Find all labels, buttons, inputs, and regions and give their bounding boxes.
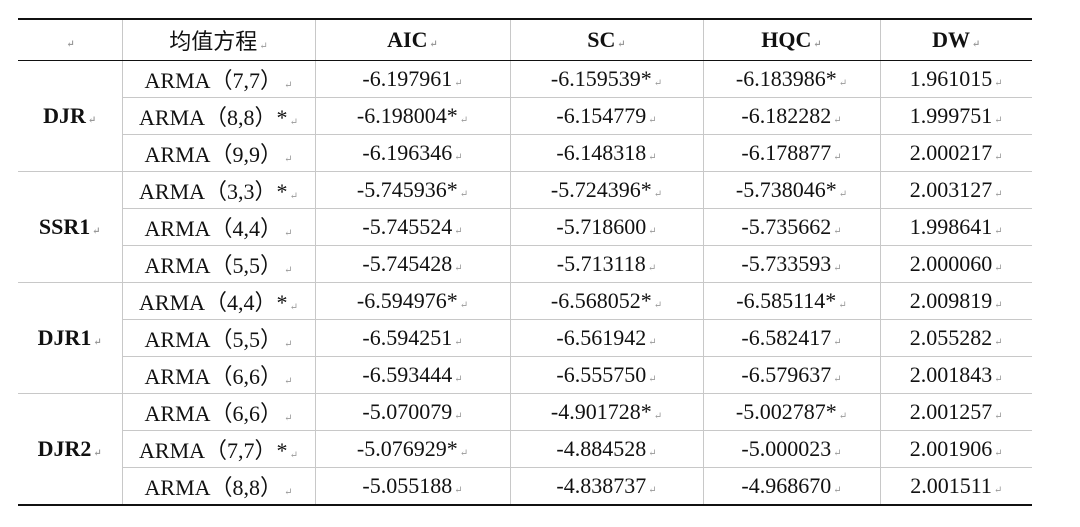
value-cell: -6.594251 — [314, 319, 511, 357]
value-cell: -6.183986* — [702, 60, 881, 98]
value-cell: -5.735662 — [702, 208, 881, 246]
value-cell: -5.718600 — [509, 208, 704, 246]
value-cell: -4.901728* — [509, 393, 704, 431]
table-row: ARMA（7,7）*-5.076929*-4.884528-5.0000232.… — [18, 430, 1032, 468]
table-row: ARMA（4,4）-5.745524-5.718600-5.7356621.99… — [18, 208, 1032, 246]
table-row: DJRARMA（7,7）-6.197961-6.159539*-6.183986… — [18, 60, 1032, 172]
value-cell: 2.055282 — [879, 319, 1032, 357]
table-row: DJR1ARMA（4,4）*-6.594976*-6.568052*-6.585… — [18, 282, 1032, 394]
value-cell: -6.585114* — [702, 282, 881, 320]
group-label: DJR2 — [18, 393, 123, 506]
value-cell: -6.154779 — [509, 97, 704, 135]
value-cell: -5.733593 — [702, 245, 881, 283]
table-row: ARMA（6,6）-6.593444-6.555750-6.5796372.00… — [18, 356, 1032, 394]
value-cell: -6.178877 — [702, 134, 881, 172]
value-cell: 2.001257 — [879, 393, 1032, 431]
group-label: SSR1 — [18, 171, 123, 283]
results-table: 均值方程AICSCHQCDW DJRARMA（7,7）-6.197961-6.1… — [18, 18, 1032, 506]
value-cell: -6.196346 — [314, 134, 511, 172]
value-cell: -5.745428 — [314, 245, 511, 283]
table-row: SSR1ARMA（3,3）*-5.745936*-5.724396*-5.738… — [18, 171, 1032, 283]
value-cell: -5.055188 — [314, 467, 511, 506]
value-cell: -6.159539* — [509, 60, 704, 98]
table-header: 均值方程AICSCHQCDW — [18, 19, 1032, 61]
table-row: ARMA（5,5）-6.594251-6.561942-6.5824172.05… — [18, 319, 1032, 357]
table-row: DJR2ARMA（6,6）-5.070079-4.901728*-5.00278… — [18, 393, 1032, 506]
value-cell: -6.579637 — [702, 356, 881, 394]
model-cell: ARMA（4,4）* — [121, 282, 316, 320]
model-cell: ARMA（8,8） — [122, 467, 316, 506]
model-cell: ARMA（5,5） — [122, 319, 316, 357]
header-row: 均值方程AICSCHQCDW — [18, 19, 1032, 61]
value-cell: 1.961015 — [879, 60, 1032, 98]
value-cell: -5.713118 — [509, 245, 704, 283]
value-cell: 2.001843 — [879, 356, 1032, 394]
value-cell: -5.745524 — [314, 208, 511, 246]
value-cell: 1.999751 — [879, 97, 1032, 135]
value-cell: -5.738046* — [702, 171, 881, 209]
table-row: ARMA（5,5）-5.745428-5.713118-5.7335932.00… — [18, 245, 1032, 283]
value-cell: 2.001511 — [879, 467, 1032, 506]
value-cell: 1.998641 — [879, 208, 1032, 246]
value-cell: 2.001906 — [879, 430, 1032, 468]
value-cell: -6.197961 — [314, 60, 511, 98]
model-cell: ARMA（9,9） — [122, 134, 316, 172]
group-label: DJR — [18, 60, 123, 172]
value-cell: -4.968670 — [702, 467, 881, 506]
value-cell: -5.076929* — [314, 430, 511, 468]
value-cell: 2.003127 — [879, 171, 1032, 209]
value-cell: -6.198004* — [314, 97, 511, 135]
value-cell: -5.002787* — [702, 393, 881, 431]
value-cell: -6.555750 — [509, 356, 704, 394]
value-cell: -5.745936* — [314, 171, 511, 209]
value-cell: 2.000217 — [879, 134, 1032, 172]
value-cell: -6.582417 — [702, 319, 881, 357]
value-cell: -4.884528 — [509, 430, 704, 468]
model-cell: ARMA（7,7） — [121, 60, 316, 98]
value-cell: -6.593444 — [314, 356, 511, 394]
column-header: DW — [879, 19, 1032, 61]
column-header: HQC — [702, 19, 881, 61]
model-cell: ARMA（8,8）* — [122, 97, 316, 135]
column-header: 均值方程 — [121, 19, 316, 61]
table-row: ARMA（9,9）-6.196346-6.148318-6.1788772.00… — [18, 134, 1032, 172]
value-cell: -5.000023 — [702, 430, 881, 468]
value-cell: -6.182282 — [702, 97, 881, 135]
corner-cell — [18, 19, 123, 61]
model-cell: ARMA（3,3）* — [121, 171, 316, 209]
value-cell: 2.000060 — [879, 245, 1032, 283]
value-cell: -6.594976* — [314, 282, 511, 320]
model-cell: ARMA（7,7）* — [122, 430, 316, 468]
value-cell: -6.561942 — [509, 319, 704, 357]
model-cell: ARMA（5,5） — [122, 245, 316, 283]
value-cell: 2.009819 — [879, 282, 1032, 320]
value-cell: -4.838737 — [509, 467, 704, 506]
group-label: DJR1 — [18, 282, 123, 394]
table-row: ARMA（8,8）-5.055188-4.838737-4.9686702.00… — [18, 467, 1032, 506]
table-row: ARMA（8,8）*-6.198004*-6.154779-6.1822821.… — [18, 97, 1032, 135]
model-cell: ARMA（6,6） — [121, 393, 316, 431]
value-cell: -5.070079 — [314, 393, 511, 431]
column-header: AIC — [314, 19, 511, 61]
value-cell: -6.148318 — [509, 134, 704, 172]
model-cell: ARMA（6,6） — [122, 356, 316, 394]
column-header: SC — [509, 19, 704, 61]
value-cell: -5.724396* — [509, 171, 704, 209]
table-body: DJRARMA（7,7）-6.197961-6.159539*-6.183986… — [18, 60, 1032, 506]
model-cell: ARMA（4,4） — [122, 208, 316, 246]
value-cell: -6.568052* — [509, 282, 704, 320]
